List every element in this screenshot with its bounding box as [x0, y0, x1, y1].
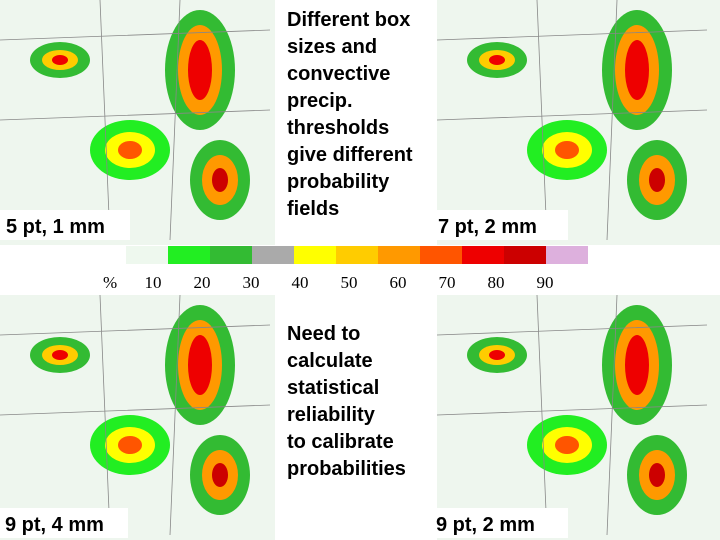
legend-unit: % [103, 273, 117, 292]
panel-label: 5 pt, 1 mm [6, 216, 105, 238]
legend-tick: 60 [390, 273, 407, 292]
side-line: thresholds [287, 117, 389, 139]
legend-swatch [168, 246, 210, 264]
side-text: Different box sizes and convective precip. t… [287, 9, 413, 480]
legend-tick: 90 [537, 273, 554, 292]
legend-swatch [420, 246, 462, 264]
legend-swatch [546, 246, 588, 264]
legend-swatch [210, 246, 252, 264]
side-line: give different [287, 144, 413, 166]
side-line: convective [287, 63, 390, 85]
side-line: Need to [287, 323, 360, 345]
label-box [0, 508, 128, 538]
map-panel [0, 294, 275, 540]
side-line: fields [287, 198, 339, 220]
legend-swatch [126, 246, 168, 264]
legend-tick: 20 [194, 273, 211, 292]
map-panel [436, 0, 720, 245]
side-line: sizes and [287, 36, 377, 58]
legend-swatch [462, 246, 504, 264]
legend: 10 20 30 40 50 60 70 80 90 [126, 246, 588, 292]
label-box [432, 210, 568, 240]
legend-tick: 50 [341, 273, 358, 292]
legend-tick: 30 [243, 273, 260, 292]
side-line: to calibrate [287, 431, 394, 453]
legend-swatch [252, 246, 294, 264]
side-line: reliability [287, 404, 376, 426]
legend-swatch [336, 246, 378, 264]
side-line: probability [287, 171, 390, 193]
panel-label: 7 pt, 2 mm [438, 216, 537, 238]
side-line: statistical [287, 377, 379, 399]
side-line: calculate [287, 350, 373, 372]
label-box [0, 210, 130, 240]
panel-label: 9 pt, 4 mm [5, 514, 104, 536]
side-line: Different box [287, 9, 410, 31]
map-panel [436, 294, 720, 540]
legend-swatch [378, 246, 420, 264]
legend-tick: 70 [439, 273, 456, 292]
side-line: precip. [287, 90, 353, 112]
side-line: probabilities [287, 458, 406, 480]
panel-label: 9 pt, 2 mm [436, 514, 535, 536]
legend-tick: 10 [145, 273, 162, 292]
legend-swatch [294, 246, 336, 264]
legend-tick: 40 [292, 273, 309, 292]
label-box [430, 508, 568, 538]
map-panel [0, 0, 275, 245]
legend-swatch [504, 246, 546, 264]
legend-tick: 80 [488, 273, 505, 292]
